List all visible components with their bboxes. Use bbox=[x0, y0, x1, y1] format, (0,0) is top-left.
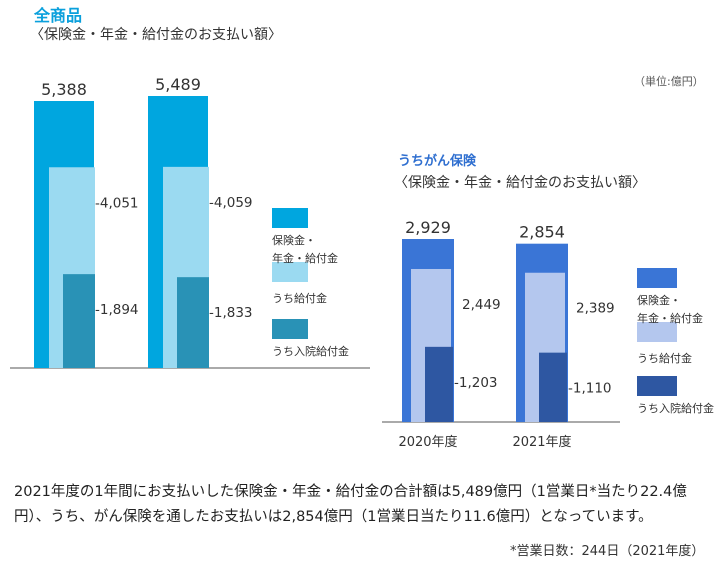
chart2-category-label-2: 2021年度 bbox=[512, 434, 571, 450]
chart1-bar-1-3 bbox=[63, 274, 95, 368]
chart2-subtitle: 〈保険金・年金・給付金のお支払い額〉 bbox=[394, 175, 646, 191]
chart2-title: うちがん保険 bbox=[398, 154, 477, 169]
chart2-data-label-2-3: -1,110 bbox=[568, 381, 612, 397]
chart1-legend-label-3: うち入院給付金 bbox=[272, 344, 349, 358]
chart1-legend-label-2: うち給付金 bbox=[272, 291, 327, 305]
chart2-data-label-1-2: 2,449 bbox=[462, 297, 501, 313]
chart1-data-label-1-2: -4,051 bbox=[95, 195, 139, 211]
chart1-title: 全商品 bbox=[34, 6, 83, 25]
chart1-legend-swatch-3 bbox=[272, 319, 308, 339]
summary-paragraph: 2021年度の1年間にお支払いした保険金・年金・給付金の合計額は5,489億円（… bbox=[14, 484, 687, 525]
chart1-legend-label-1a: 保険金・ bbox=[272, 233, 316, 247]
chart2-legend-label-1b: 年金・給付金 bbox=[637, 311, 703, 325]
charts-area: 5,388-4,051-1,8945,489-4,059-1,833保険金・年金… bbox=[10, 75, 714, 450]
unit-label: （単位:億円） bbox=[634, 75, 704, 88]
chart1-legend-label-1b: 年金・給付金 bbox=[272, 251, 338, 265]
footnote: *営業日数：244日（2021年度） bbox=[510, 544, 705, 559]
chart2-legend-swatch-3 bbox=[637, 376, 677, 396]
chart2-data-label-2-2: 2,389 bbox=[576, 301, 615, 317]
chart2-data-label-1-1: 2,929 bbox=[405, 218, 451, 237]
chart2-legend-swatch-1 bbox=[637, 268, 677, 288]
chart2-bar-2-3 bbox=[539, 352, 567, 422]
chart1-data-label-1-3: -1,894 bbox=[95, 302, 139, 318]
chart1-data-label-2-1: 5,489 bbox=[155, 75, 201, 94]
chart2-category-label-1: 2020年度 bbox=[398, 434, 457, 450]
chart2-bar-1-3 bbox=[425, 346, 453, 422]
chart1-bar-2-3 bbox=[177, 277, 209, 368]
chart1-legend-swatch-1 bbox=[272, 208, 308, 228]
chart2-data-label-2-1: 2,854 bbox=[519, 223, 565, 242]
chart2-legend-label-1a: 保険金・ bbox=[637, 293, 681, 307]
chart1-data-label-2-3: -1,833 bbox=[209, 305, 253, 321]
chart2-legend-label-3: うち入院給付金 bbox=[637, 401, 714, 415]
chart1-legend-swatch-2 bbox=[272, 262, 308, 282]
chart1-data-label-1-1: 5,388 bbox=[41, 80, 87, 99]
chart2-legend-label-2: うち給付金 bbox=[637, 351, 692, 365]
chart2-data-label-1-3: -1,203 bbox=[454, 375, 498, 391]
chart2-legend-swatch-2 bbox=[637, 322, 677, 342]
chart1-subtitle: 〈保険金・年金・給付金のお支払い額〉 bbox=[30, 27, 282, 43]
chart1-data-label-2-2: -4,059 bbox=[209, 195, 253, 211]
